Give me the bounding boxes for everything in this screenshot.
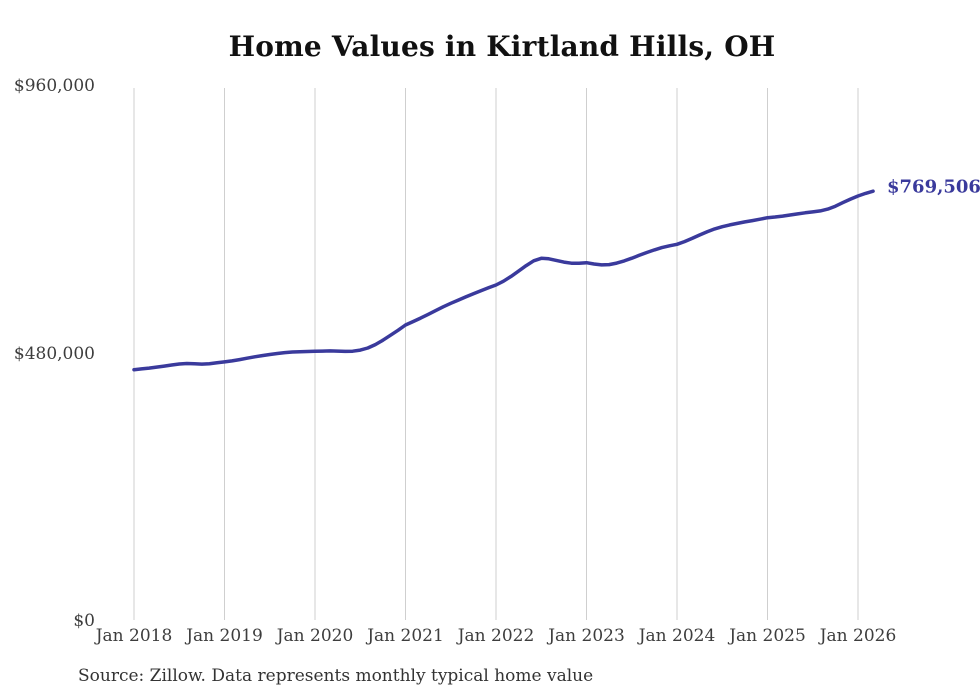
x-tick-jan-2025: Jan 2025 <box>729 626 806 646</box>
y-tick-960000: $960,000 <box>13 76 95 96</box>
y-tick-480000: $480,000 <box>13 343 95 364</box>
x-tick-jan-2020: Jan 2020 <box>276 626 354 646</box>
x-tick-jan-2024: Jan 2024 <box>638 626 716 646</box>
x-tick-jan-2023: Jan 2023 <box>548 626 625 646</box>
vertical-gridlines <box>133 88 859 620</box>
x-tick-jan-2021: Jan 2021 <box>367 626 444 646</box>
home-value-line <box>132 189 875 372</box>
x-tick-jan-2022: Jan 2022 <box>457 626 535 646</box>
source-note: Source: Zillow. Data represents monthly … <box>78 666 594 686</box>
y-tick-0: $0 <box>73 611 95 631</box>
latest-value-label: $769,506 <box>887 176 980 198</box>
x-tick-jan-2026: Jan 2026 <box>819 626 897 646</box>
chart-title: Home Values in Kirtland Hills, OH <box>228 30 776 63</box>
x-tick-jan-2019: Jan 2019 <box>186 626 263 646</box>
x-tick-jan-2018: Jan 2018 <box>95 626 173 646</box>
